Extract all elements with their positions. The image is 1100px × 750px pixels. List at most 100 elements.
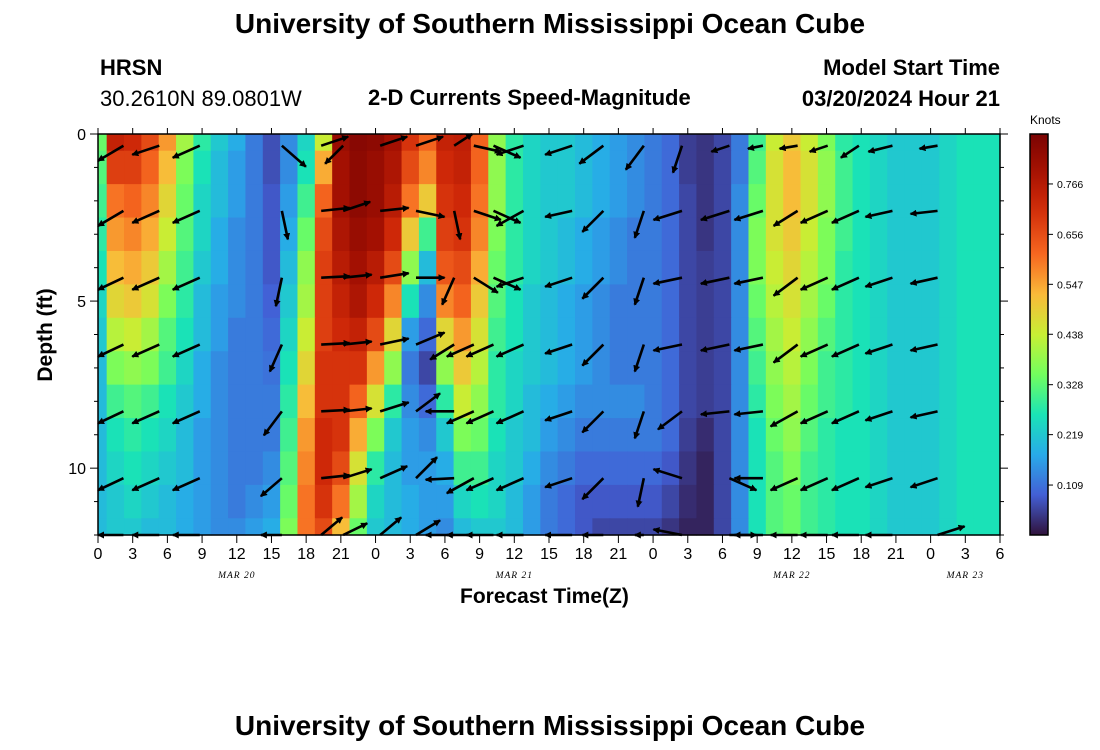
- colorbar: 0.766 0.656 0.547 0.438 0.328 0.219 0.109: [1029, 133, 1083, 536]
- heatmap-cell: [783, 150, 802, 185]
- heatmap-cell: [592, 518, 611, 536]
- heatmap-cell: [124, 484, 142, 519]
- heatmap-cell: [783, 284, 802, 319]
- heatmap-cell: [332, 150, 351, 185]
- heatmap-cell: [904, 418, 923, 453]
- heatmap-cell: [453, 150, 472, 185]
- heatmap-cell: [297, 418, 316, 453]
- plot-title: 2-D Currents Speed-Magnitude: [368, 85, 691, 110]
- current-arrow: [320, 516, 344, 536]
- heatmap-cell: [158, 184, 177, 219]
- current-arrow: [97, 209, 125, 227]
- heatmap-cell: [991, 384, 1001, 419]
- current-arrow: [652, 467, 683, 480]
- heatmap-cell: [540, 484, 559, 519]
- heatmap-cell: [332, 250, 351, 285]
- heatmap-cell: [765, 317, 784, 352]
- heatmap-cell: [921, 518, 940, 536]
- heatmap-cell: [991, 250, 1001, 285]
- heatmap-cell: [679, 518, 698, 536]
- heatmap-cell: [904, 250, 923, 285]
- heatmap-cell: [904, 134, 923, 152]
- heatmap-cell: [800, 418, 819, 453]
- heatmap-cell: [210, 134, 229, 152]
- heatmap-cell: [869, 284, 888, 319]
- x-tick-label: 6: [440, 546, 449, 563]
- heatmap-cell: [262, 451, 281, 486]
- heatmap-cell: [349, 250, 368, 285]
- heatmap-cell: [297, 451, 316, 486]
- heatmap-cell: [332, 317, 351, 352]
- heatmap-cell: [366, 150, 385, 185]
- heatmap-cell: [731, 484, 750, 519]
- current-arrow: [415, 392, 441, 413]
- heatmap-cell: [522, 317, 541, 352]
- heatmap-cell: [904, 351, 923, 386]
- heatmap-cell: [193, 250, 212, 285]
- heatmap-cell: [401, 451, 420, 486]
- heatmap-cell: [835, 484, 854, 519]
- heatmap-cell: [887, 134, 906, 152]
- heatmap-cell: [627, 384, 646, 419]
- heatmap-cell: [418, 150, 437, 185]
- current-arrow: [495, 209, 525, 227]
- current-arrow: [864, 209, 893, 219]
- heatmap-cell: [748, 418, 767, 453]
- heatmap-cell: [176, 518, 195, 536]
- heatmap-cell: [280, 217, 299, 252]
- heatmap-cell: [158, 284, 177, 319]
- x-tick-label: 18: [575, 546, 593, 563]
- heatmap-cell: [921, 317, 940, 352]
- heatmap-cell: [609, 384, 628, 419]
- heatmap-cell: [505, 351, 524, 386]
- current-arrow: [268, 343, 284, 373]
- heatmap-cell: [557, 418, 576, 453]
- heatmap-cell: [210, 184, 229, 219]
- heatmap-cell: [661, 134, 680, 152]
- heatmap-cell: [436, 134, 455, 152]
- heatmap-cell: [332, 451, 351, 486]
- heatmap-cell: [332, 351, 351, 386]
- heatmap-cell: [98, 184, 108, 219]
- heatmap-cell: [470, 384, 489, 419]
- heatmap-cell: [245, 384, 264, 419]
- heatmap-cell: [679, 184, 698, 219]
- current-arrow: [799, 276, 829, 291]
- current-arrow: [772, 343, 799, 364]
- heatmap-cell: [453, 184, 472, 219]
- heatmap-cell: [887, 418, 906, 453]
- heatmap-cell: [731, 384, 750, 419]
- heatmap-cell: [141, 284, 160, 319]
- current-arrow: [379, 135, 409, 147]
- heatmap-cell: [158, 451, 177, 486]
- heatmap-cell: [800, 351, 819, 386]
- heatmap-cell: [349, 150, 368, 185]
- current-arrow: [831, 276, 860, 291]
- heatmap-cell: [661, 484, 680, 519]
- chart-title-bottom: University of Southern Mississippi Ocean…: [234, 710, 866, 741]
- current-arrow: [97, 144, 125, 162]
- heatmap-cell: [783, 451, 802, 486]
- heatmap-cell: [921, 217, 940, 252]
- heatmap-cell: [557, 384, 576, 419]
- heatmap-cell: [141, 384, 160, 419]
- colorbar-tick-label: 0.656: [1057, 229, 1083, 241]
- heatmap-cell: [731, 518, 750, 536]
- heatmap-cell: [887, 384, 906, 419]
- station-coords: 30.2610N 89.0801W: [100, 86, 302, 111]
- heatmap-cell: [366, 250, 385, 285]
- heatmap-cell: [418, 217, 437, 252]
- heatmap-cell: [852, 217, 871, 252]
- heatmap-cell: [332, 284, 351, 319]
- heatmap-cell: [713, 317, 732, 352]
- heatmap-cell: [262, 317, 281, 352]
- heatmap-cell: [696, 518, 715, 536]
- heatmap-cell: [522, 484, 541, 519]
- heatmap-cell: [470, 250, 489, 285]
- heatmap-cell: [869, 418, 888, 453]
- heatmap-cell: [106, 451, 125, 486]
- current-arrow: [495, 477, 525, 492]
- heatmap-cell: [661, 150, 680, 185]
- current-arrow: [699, 410, 730, 418]
- current-arrow: [171, 410, 201, 425]
